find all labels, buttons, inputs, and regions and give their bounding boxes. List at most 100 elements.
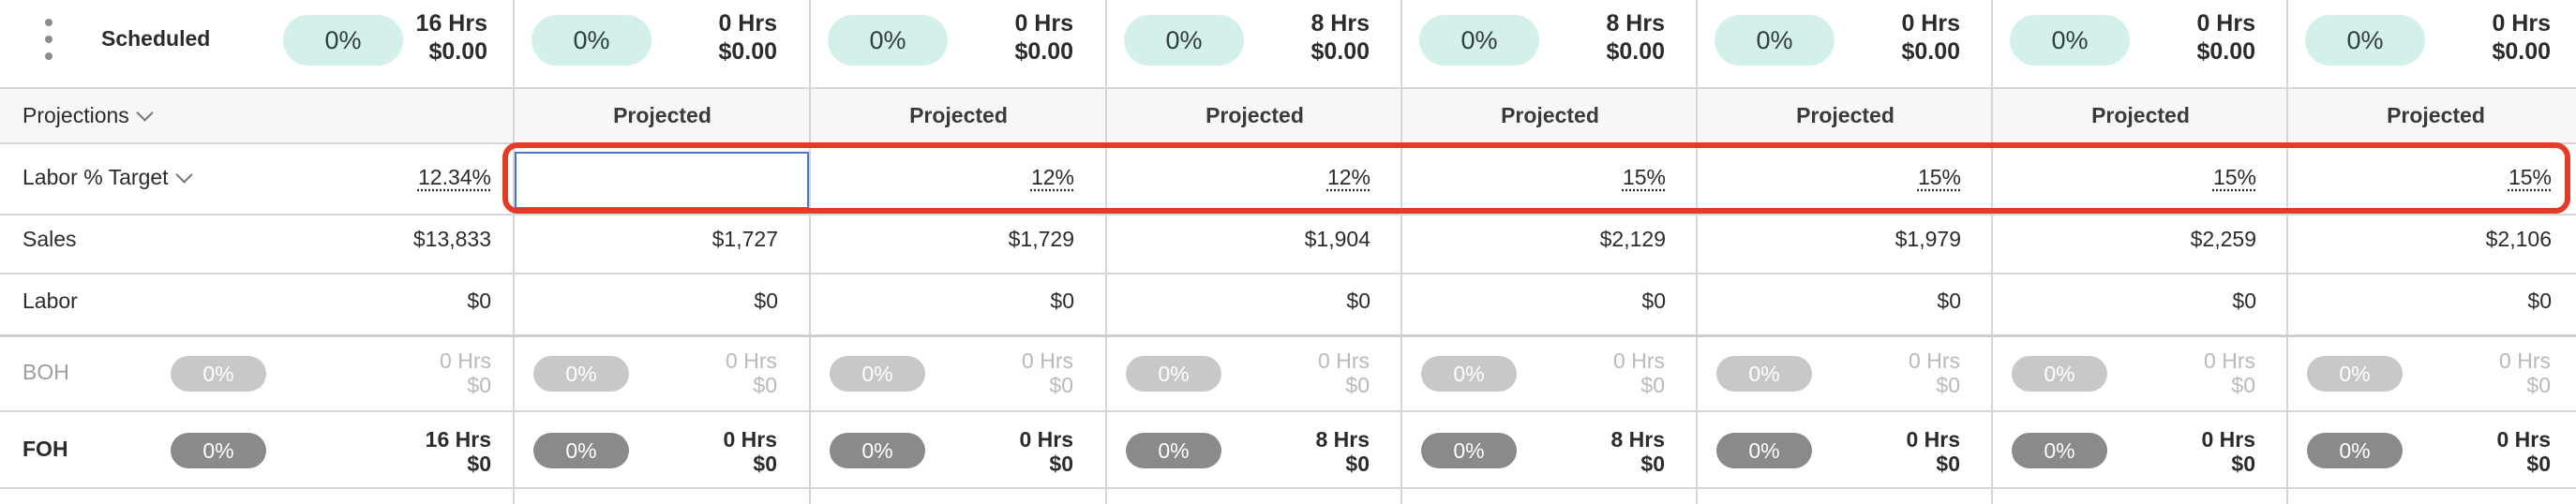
boh-day-hours: 0 Hrs $0: [2448, 348, 2551, 397]
annotation-highlight-box: [502, 142, 2570, 214]
labor-target-day-value[interactable]: 15%: [1622, 165, 1666, 189]
labor-day-value: $0: [1937, 289, 1961, 313]
hours-text: 0 Hrs: [1318, 348, 1370, 373]
scheduled-summary-pct: 0%: [283, 15, 403, 66]
boh-day-hours: 0 Hrs $0: [1857, 348, 1960, 397]
hours-text: 0 Hrs: [2496, 427, 2551, 452]
projected-column-header: Projected: [909, 103, 1008, 127]
row-divider: [0, 87, 2576, 89]
foh-day-hours: 0 Hrs $0: [2448, 427, 2551, 476]
labor-target-day-value[interactable]: 12%: [1030, 165, 1074, 189]
scheduled-day-pct: 0%: [2010, 15, 2130, 66]
kebab-menu-icon[interactable]: [45, 19, 52, 64]
hours-text: 0 Hrs: [2499, 348, 2551, 373]
cost-text: $0: [467, 373, 491, 397]
labor-day-value: $0: [2527, 289, 2552, 313]
cost-text: $0.00: [428, 38, 487, 65]
column-divider: [2286, 0, 2288, 504]
hours-text: 0 Hrs: [723, 427, 777, 452]
labor-day-value: $0: [1050, 289, 1074, 313]
cost-text: $0: [2526, 452, 2551, 476]
column-divider: [809, 0, 811, 504]
labor-day-value: $0: [1346, 289, 1370, 313]
scheduled-day-hours: 0 Hrs $0.00: [655, 9, 777, 66]
cost-text: $0: [2526, 373, 2551, 397]
foh-day-hours: 8 Hrs $0: [1562, 427, 1665, 476]
cost-text: $0: [2231, 452, 2255, 476]
cost-text: $0: [753, 452, 777, 476]
row-divider: [0, 487, 2576, 489]
scheduled-day-hours: 8 Hrs $0.00: [1248, 9, 1370, 66]
hours-text: 0 Hrs: [1906, 427, 1960, 452]
cost-text: $0.00: [1014, 38, 1073, 65]
hours-text: 0 Hrs: [1019, 427, 1073, 452]
cost-text: $0.00: [1901, 38, 1960, 65]
projected-column-header: Projected: [613, 103, 711, 127]
foh-summary-pct: 0%: [171, 433, 266, 468]
projected-column-header: Projected: [2387, 103, 2485, 127]
hours-text: 0 Hrs: [2196, 10, 2255, 37]
projections-label: Projections: [22, 103, 129, 127]
boh-day-pct: 0%: [830, 356, 925, 392]
scheduled-summary-hours: 16 Hrs $0.00: [394, 9, 487, 66]
hours-text: 0 Hrs: [2204, 348, 2255, 373]
scheduled-label: Scheduled: [101, 26, 211, 51]
projections-dropdown[interactable]: Projections: [22, 103, 154, 128]
scheduled-day-pct: 0%: [828, 15, 948, 66]
boh-day-pct: 0%: [1421, 356, 1517, 392]
boh-day-pct: 0%: [2307, 356, 2403, 392]
labor-target-day-value[interactable]: 12%: [1326, 165, 1370, 189]
row-divider: [0, 334, 2576, 337]
cost-text: $0: [1049, 452, 1073, 476]
cost-text: $0.00: [1310, 38, 1370, 65]
hours-text: 0 Hrs: [440, 348, 491, 373]
column-divider: [1991, 0, 1993, 504]
cost-text: $0: [1640, 452, 1665, 476]
projected-column-header: Projected: [1206, 103, 1304, 127]
scheduled-day-pct: 0%: [1419, 15, 1539, 66]
row-divider: [0, 410, 2576, 412]
chevron-down-icon: [174, 166, 193, 184]
scheduled-day-hours: 0 Hrs $0.00: [1838, 9, 1960, 66]
labor-target-day-value[interactable]: 15%: [2508, 165, 2552, 189]
hours-text: 0 Hrs: [2201, 427, 2255, 452]
labor-target-dropdown[interactable]: Labor % Target: [22, 165, 193, 190]
scheduled-day-hours: 0 Hrs $0.00: [2134, 9, 2255, 66]
cost-text: $0: [1049, 373, 1073, 397]
foh-summary-hours: 16 Hrs $0: [394, 427, 491, 476]
scheduled-day-hours: 0 Hrs $0.00: [2429, 9, 2551, 66]
scheduled-day-hours: 0 Hrs $0.00: [951, 9, 1073, 66]
cost-text: $0: [1936, 452, 1960, 476]
projected-column-header: Projected: [2091, 103, 2190, 127]
boh-day-hours: 0 Hrs $0: [1266, 348, 1370, 397]
projected-column-header: Projected: [1796, 103, 1895, 127]
boh-day-hours: 0 Hrs $0: [2152, 348, 2255, 397]
scheduled-day-pct: 0%: [1124, 15, 1244, 66]
cost-text: $0: [1936, 373, 1960, 397]
hours-text: 8 Hrs: [1610, 427, 1665, 452]
cost-text: $0.00: [718, 38, 777, 65]
labor-target-day-value[interactable]: 15%: [2212, 165, 2256, 189]
scheduled-day-hours: 8 Hrs $0.00: [1543, 9, 1665, 66]
hours-text: 0 Hrs: [1901, 10, 1960, 37]
hours-text: 8 Hrs: [1606, 10, 1665, 37]
hours-text: 0 Hrs: [1022, 348, 1073, 373]
cost-text: $0: [467, 452, 491, 476]
labor-target-day-value[interactable]: 15%: [1917, 165, 1961, 189]
hours-text: 0 Hrs: [1613, 348, 1665, 373]
boh-day-pct: 0%: [1716, 356, 1812, 392]
labor-target-total: 12.34%: [417, 165, 491, 189]
sales-day-value: $2,259: [2190, 227, 2256, 251]
foh-day-pct: 0%: [1421, 433, 1517, 468]
foh-day-pct: 0%: [533, 433, 629, 468]
hours-text: 8 Hrs: [1315, 427, 1370, 452]
labor-day-value: $0: [1641, 289, 1666, 313]
labor-day-value: $0: [2232, 289, 2256, 313]
boh-day-pct: 0%: [2012, 356, 2107, 392]
foh-day-hours: 8 Hrs $0: [1266, 427, 1370, 476]
cost-text: $0: [753, 373, 777, 397]
foh-label: FOH: [22, 437, 68, 461]
row-divider: [0, 214, 2576, 215]
column-divider: [1696, 0, 1698, 504]
